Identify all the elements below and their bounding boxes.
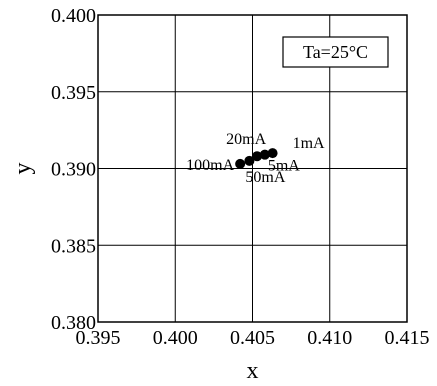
data-points — [235, 148, 278, 169]
point-label: 100mA — [186, 157, 234, 174]
y-tick-label: 0.390 — [51, 159, 96, 181]
data-point — [252, 151, 263, 162]
point-label: 20mA — [226, 131, 266, 148]
x-tick-label: 0.410 — [307, 327, 352, 349]
point-label: 50mA — [245, 169, 285, 186]
x-axis-label: x — [247, 358, 259, 384]
y-tick-label: 0.380 — [51, 312, 96, 334]
data-point — [259, 149, 270, 160]
y-axis-label: y — [10, 163, 36, 175]
plot-area-frame — [97, 14, 408, 323]
annotation-text: Ta=25°C — [303, 42, 368, 62]
y-tick-label: 0.385 — [51, 235, 96, 257]
tick-labels: 0.395 0.400 0.405 0.410 0.415 0.380 0.385 0.390… — [51, 5, 430, 349]
x-tick-label: 0.395 — [76, 327, 121, 349]
x-tick-label: 0.415 — [385, 327, 430, 349]
y-tick-label: 0.400 — [51, 5, 96, 27]
x-tick-label: 0.400 — [153, 327, 198, 349]
annotation-box — [282, 36, 389, 68]
data-point — [235, 158, 246, 169]
point-label: 5mA — [268, 158, 300, 175]
x-tick-label: 0.405 — [230, 327, 275, 349]
point-label: 1mA — [293, 135, 325, 152]
y-tick-label: 0.395 — [51, 82, 96, 104]
data-point — [267, 148, 278, 159]
data-point — [244, 155, 255, 166]
